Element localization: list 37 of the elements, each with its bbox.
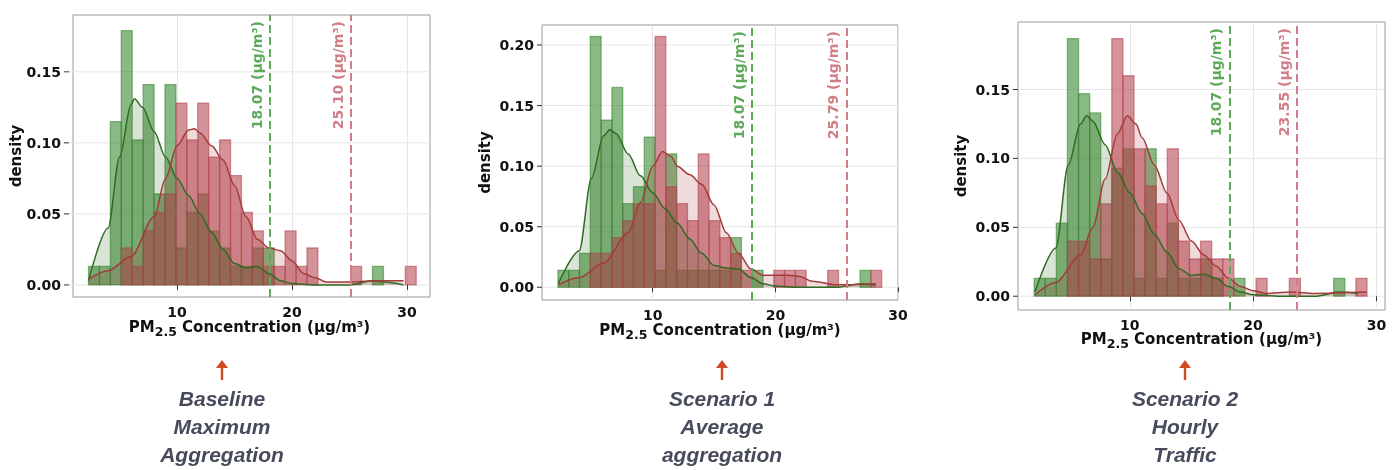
y-axis-title: density (951, 134, 970, 198)
x-axis-title: PM$_{2.5}$ Concentration (µg/m³) (128, 318, 371, 339)
x-tick-label: 30 (397, 304, 417, 320)
y-tick-label: 0.05 (26, 205, 61, 222)
x-tick-label: 20 (765, 307, 786, 323)
y-tick-label: 0.05 (499, 218, 534, 235)
ref-line-label: 25.79 (µg/m³) (825, 31, 842, 140)
y-tick-label: 0.00 (26, 276, 62, 293)
x-tick-label: 10 (642, 307, 663, 323)
y-tick-label: 0.00 (975, 288, 1011, 305)
y-tick-label: 0.05 (975, 219, 1010, 236)
x-tick-label: 10 (167, 304, 188, 320)
y-tick-label: 0.20 (499, 36, 535, 53)
y-tick-label: 0.15 (26, 63, 61, 80)
text: Scenario 2 Hourly Traffic (1130, 386, 1240, 468)
ref-line-label: 25.10 (µg/m³) (329, 21, 346, 130)
y-tick-label: 0.10 (975, 150, 1011, 167)
y-tick-label: 0.15 (975, 81, 1010, 98)
x-tick-label: 30 (1366, 317, 1387, 333)
y-tick-label: 0.15 (499, 97, 534, 114)
x-tick-label: 20 (1243, 317, 1264, 333)
x-tick-label: 20 (282, 304, 303, 320)
x-tick-label: 10 (1120, 317, 1140, 333)
text: Scenario 1 Average aggregation (660, 386, 784, 468)
x-axis-title: PM$_{2.5}$ Concentration (µg/m³) (599, 321, 841, 342)
y-tick-label: 0.10 (26, 134, 62, 151)
ref-line-label: 18.07 (µg/m³) (730, 31, 747, 140)
y-tick-label: 0.00 (499, 279, 535, 296)
ref-line-label: 23.55 (µg/m³) (1275, 28, 1292, 137)
y-axis-title: density (475, 130, 494, 194)
x-axis-title: PM$_{2.5}$ Concentration (µg/m³) (1080, 330, 1323, 351)
y-axis-title: density (6, 124, 25, 188)
text: Baseline Maximum Aggregation (159, 386, 285, 468)
x-tick-label: 30 (888, 307, 908, 323)
y-tick-label: 0.10 (499, 158, 535, 175)
ref-line-label: 18.07 (µg/m³) (248, 21, 265, 130)
ref-line-label: 18.07 (µg/m³) (1208, 28, 1225, 137)
